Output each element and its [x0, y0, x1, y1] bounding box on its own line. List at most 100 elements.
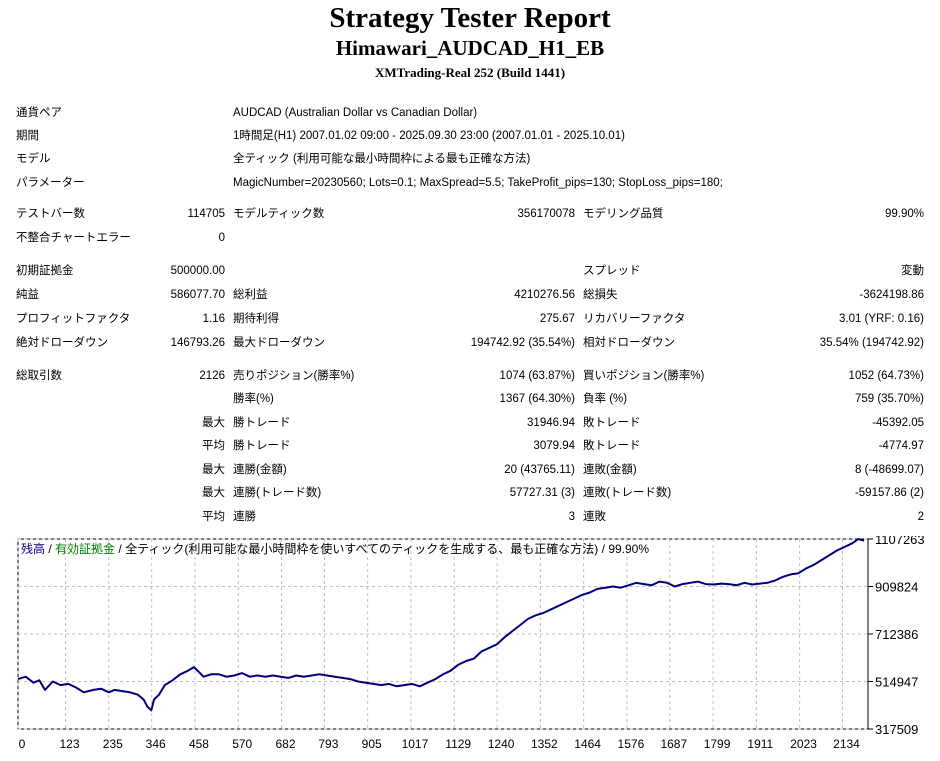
stat-value: 99.90%: [884, 208, 924, 220]
stat-label: モデリング品質: [583, 208, 664, 220]
legend-model: 全ティック(利用可能な最小時間枠を使いすべてのティックを生成する、最も正確な方法…: [125, 541, 598, 556]
y-tick-label: 909824: [875, 580, 918, 595]
stat-label: リカバリーファクタ: [583, 313, 686, 325]
stat-label: 勝率(%): [233, 393, 274, 405]
stat-value: 0: [218, 232, 225, 244]
report-subtitle: Himawari_AUDCAD_H1_EB: [335, 36, 605, 60]
x-tick-label: 1576: [618, 737, 645, 751]
x-tick-label: 1017: [402, 737, 429, 751]
stat-label: モデルティック数: [233, 208, 325, 220]
y-tick-label: 317509: [875, 722, 918, 737]
stat-label: 連勝: [233, 511, 256, 523]
legend-sep-1: /: [45, 542, 55, 556]
stat-label: 絶対ドローダウン: [16, 337, 108, 349]
stat-label: 最大ドローダウン: [233, 337, 325, 349]
stat-value: 57727.31 (3): [509, 487, 575, 499]
stat-label: テストバー数: [16, 208, 85, 220]
x-tick-label: 346: [146, 737, 166, 751]
stat-value: 31946.94: [527, 417, 575, 429]
stat-label: 負率 (%): [583, 393, 628, 405]
stat-value: 3079.94: [533, 440, 575, 452]
stat-value: 1052 (64.73%): [848, 370, 924, 382]
legend-sep-2: /: [115, 542, 125, 556]
stat-label: 勝トレード: [233, 440, 291, 452]
report-title: Strategy Tester Report: [329, 2, 611, 34]
stat-label: 連敗(金額): [583, 464, 637, 476]
stat-value: 194742.92 (35.54%): [470, 337, 575, 349]
stat-value: 1.16: [202, 313, 225, 325]
stat-label: 期待利得: [233, 313, 279, 325]
stat-label: 敗トレード: [583, 440, 641, 452]
stat-value: 2126: [199, 370, 225, 382]
stat-label: 敗トレード: [583, 417, 641, 429]
stat-value: 275.67: [539, 313, 575, 325]
x-tick-label: 1240: [488, 737, 515, 751]
stat-label: 総取引数: [16, 370, 62, 382]
stat-value: -4774.97: [878, 440, 924, 452]
x-tick-label: 905: [362, 737, 382, 751]
stat-value: 20 (43765.11): [504, 464, 575, 476]
info-value: 全ティック (利用可能な最小時間枠による最も正確な方法): [233, 153, 531, 165]
chart-grid: [17, 538, 868, 730]
legend-sep-3: /: [598, 542, 608, 556]
stat-value: 356170078: [517, 208, 575, 220]
stat-label: 連敗(トレード数): [583, 487, 672, 499]
series-line-0: [17, 538, 865, 712]
x-tick-label: 1911: [747, 737, 773, 751]
stat-label: 連敗: [583, 511, 606, 523]
y-axis-ticks: 1107263 909824 712386 514947 317509: [868, 536, 925, 737]
chart-series: [17, 538, 865, 712]
x-tick-label: 1799: [704, 737, 731, 751]
stat-value: 2: [917, 511, 924, 523]
stat-label: 総損失: [583, 289, 618, 301]
x-tick-label: 123: [60, 737, 80, 751]
legend-equity: 有効証拠金: [55, 541, 115, 556]
info-label: モデル: [16, 153, 51, 165]
stat-value: 変動: [901, 265, 924, 277]
stat-label: 初期証拠金: [16, 265, 74, 277]
stat-value: 3: [568, 511, 575, 523]
x-tick-label: 2134: [833, 737, 860, 751]
x-tick-label: 1129: [445, 737, 471, 751]
stat-label: 勝トレード: [233, 417, 291, 429]
stat-label: 相対ドローダウン: [583, 337, 675, 349]
stat-value: 最大: [202, 464, 225, 476]
stat-value: -3624198.86: [859, 289, 924, 301]
stat-value: 1367 (64.30%): [499, 393, 575, 405]
info-label: 期間: [16, 130, 39, 142]
x-tick-label: 2023: [790, 737, 817, 751]
info-value: MagicNumber=20230560; Lots=0.1; MaxSprea…: [233, 177, 723, 189]
y-tick-label: 712386: [875, 627, 918, 642]
stat-value: 1074 (63.87%): [499, 370, 575, 382]
legend-quality: 99.90%: [608, 542, 649, 556]
x-tick-label: 458: [189, 737, 209, 751]
stat-value: 586077.70: [170, 289, 225, 301]
x-tick-label: 0: [19, 737, 26, 751]
report-build: XMTrading-Real 252 (Build 1441): [374, 65, 566, 80]
info-label: パラメーター: [16, 177, 85, 189]
x-tick-label: 1352: [531, 737, 558, 751]
stat-label: 連勝(金額): [233, 464, 287, 476]
stat-value: -59157.86 (2): [854, 487, 924, 499]
info-label: 通貨ペア: [16, 107, 62, 119]
stat-value: 114705: [187, 208, 225, 220]
stat-value: 4210276.56: [514, 289, 575, 301]
x-tick-label: 570: [232, 737, 252, 751]
stat-label: 連勝(トレード数): [233, 487, 322, 499]
x-tick-label: 1464: [574, 737, 601, 751]
stat-label: 純益: [16, 289, 39, 301]
balance-chart: 0 123 235 346 458 570 682 793 905 1017 1129 1240 135…: [17, 536, 925, 751]
x-tick-label: 1687: [660, 737, 687, 751]
info-value: 1時間足(H1) 2007.01.02 09:00 - 2025.09.30 2…: [233, 130, 625, 142]
y-tick-label: 514947: [875, 675, 918, 690]
stat-value: 500000.00: [170, 265, 225, 277]
stat-value: 8 (-48699.07): [854, 464, 924, 476]
stat-value: 平均: [202, 511, 225, 523]
stat-value: 平均: [202, 440, 225, 452]
legend-balance: 残高: [21, 541, 45, 556]
chart-legend: 残高 / 有効証拠金 / 全ティック(利用可能な最小時間枠を使いすべてのティック…: [21, 541, 649, 556]
stat-value: 3.01 (YRF: 0.16): [838, 313, 924, 325]
y-tick-label: 1107263: [875, 536, 925, 547]
stat-value: 最大: [202, 417, 225, 429]
stat-label: 不整合チャートエラー: [16, 232, 131, 244]
